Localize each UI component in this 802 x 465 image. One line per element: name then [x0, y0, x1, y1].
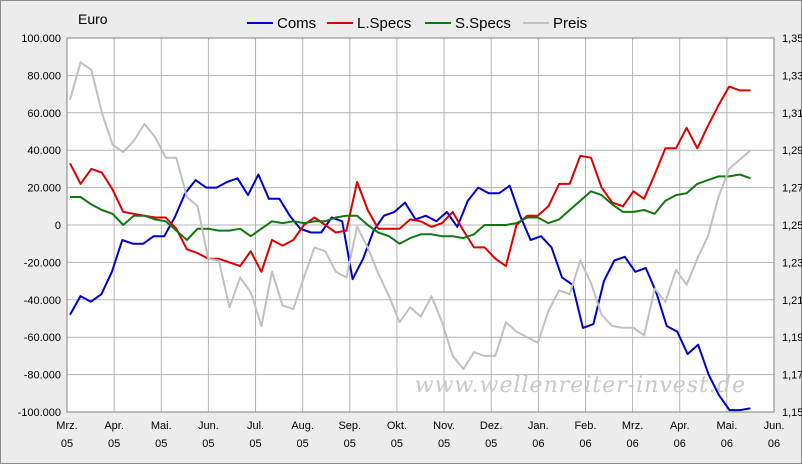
x-tick-label: Dez. 05	[480, 420, 503, 450]
y-right-tick-label: 1,25	[782, 220, 802, 232]
y-right-tick-label: 1,29	[782, 145, 802, 157]
x-tick-label: Sep. 05	[338, 420, 361, 450]
y-left-tick-label: -20.000	[24, 257, 61, 269]
legend-label-preis: Preis	[553, 15, 587, 32]
x-tick-label: Mrz. 06	[622, 420, 643, 450]
x-tick-label: Okt. 05	[387, 420, 407, 450]
x-tick-label: Nov. 05	[433, 420, 455, 450]
y-right-tick-label: 1,35	[782, 33, 802, 45]
plot-border	[66, 37, 775, 413]
x-tick-label: Mrz. 05	[56, 420, 77, 450]
y-right-tick-label: 1,15	[782, 407, 802, 419]
y-left-tick-label: 100.000	[21, 33, 61, 45]
y-right-tick-label: 1,33	[782, 70, 802, 82]
watermark: www.wellenreiter-invest.de	[415, 373, 746, 398]
y-left-tick-label: 20.000	[27, 183, 61, 195]
x-tick-label: Jan. 06	[528, 420, 549, 450]
x-axis: Mrz. 05 Apr. 05 Mai. 05 Jun. 05 Jul. 05 Aug. 05 Sep.…	[56, 420, 784, 450]
y-left-tick-label: 60.000	[27, 108, 61, 120]
series-line-coms	[69, 173, 751, 412]
series-line-l-specs	[69, 85, 751, 273]
x-tick-label: Apr. 05	[104, 420, 124, 450]
series-lines	[69, 61, 752, 412]
x-tick-label: Feb. 06	[574, 420, 596, 450]
x-tick-label: Mai. 06	[716, 420, 737, 450]
y-left-tick-label: 40.000	[27, 145, 61, 157]
y-right-tick-label: 1,19	[782, 332, 802, 344]
y-right-tick-label: 1,21	[782, 295, 802, 307]
y-left-tick-label: -40.000	[24, 295, 61, 307]
x-tick-label: Apr. 06	[670, 420, 690, 450]
y-right-tick-label: 1,23	[782, 257, 802, 269]
x-tick-label: Jul. 05	[247, 420, 264, 450]
x-tick-label: Jun. 05	[198, 420, 219, 450]
y-axis-left: 100.000 80.000 60.000 40.000 20.000 0 -20.000 -…	[18, 33, 61, 419]
legend-label-l-specs: L.Specs	[357, 15, 411, 32]
legend-label-s-specs: S.Specs	[455, 15, 511, 32]
y-left-tick-label: -100.000	[18, 407, 61, 419]
y-right-tick-label: 1,31	[782, 108, 802, 120]
y-left-tick-label: 80.000	[27, 70, 61, 82]
y-axis-right: 1,35 1,33 1,31 1,29 1,27 1,25 1,23 1,21 1,19 1,17…	[782, 33, 802, 419]
y-left-tick-label: -80.000	[24, 370, 61, 382]
legend: Coms L.Specs S.Specs Preis	[247, 15, 587, 32]
y-left-tick-label: 0	[55, 220, 61, 232]
y-left-tick-label: -60.000	[24, 332, 61, 344]
x-tick-label: Mai. 05	[151, 420, 172, 450]
grid	[67, 38, 774, 412]
legend-label-coms: Coms	[277, 15, 316, 32]
series-line-preis	[69, 61, 752, 370]
series-line-s-specs	[70, 173, 751, 245]
x-tick-label: Aug. 05	[291, 420, 314, 450]
y-right-tick-label: 1,17	[782, 370, 802, 382]
y-right-tick-label: 1,27	[782, 183, 802, 195]
x-tick-label: Jun. 06	[764, 420, 785, 450]
unit-label: Euro	[78, 11, 108, 27]
